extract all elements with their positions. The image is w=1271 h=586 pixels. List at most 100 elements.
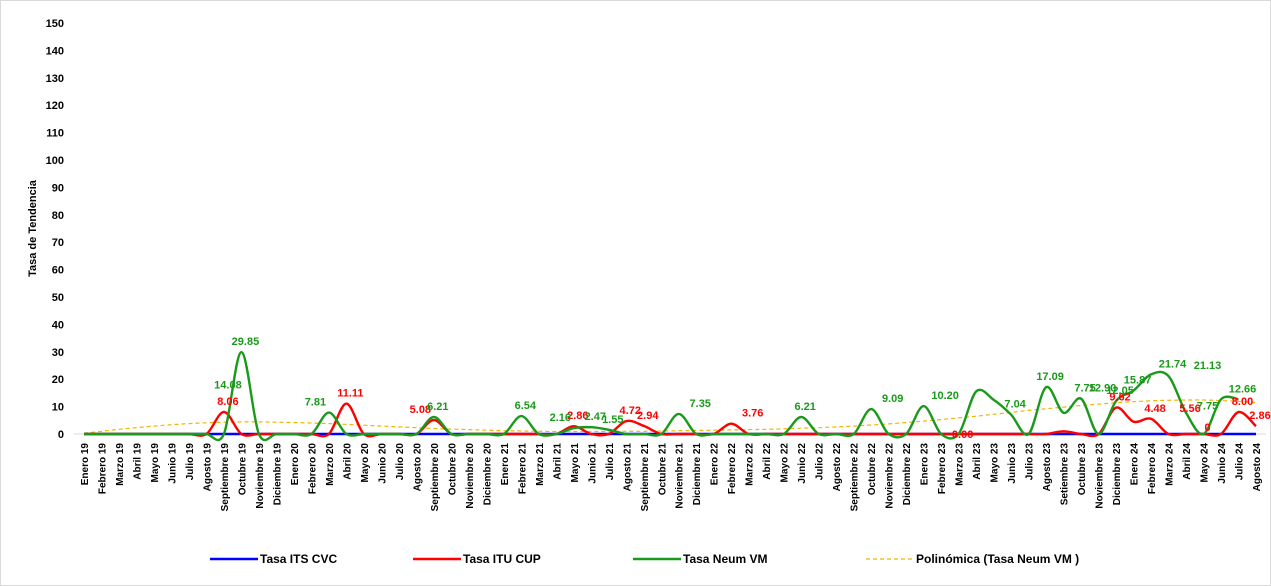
data-label: 9.09 — [882, 393, 903, 405]
data-label: 12.66 — [1229, 383, 1257, 395]
x-tick-label: Febrero 21 — [517, 443, 528, 495]
x-tick-label: Septiembre 19 — [220, 443, 231, 512]
data-label: 21.74 — [1159, 358, 1187, 370]
data-label: 11.11 — [337, 388, 363, 400]
x-tick-label: Febrero 24 — [1147, 443, 1158, 495]
y-axis-ticks: 0 10 20 30 40 50 60 70 80 90 100 110 120 130 140 150 — [46, 18, 64, 441]
x-tick-label: Agosto 21 — [622, 443, 633, 492]
x-tick-label: Noviembre 21 — [675, 443, 686, 509]
x-tick-label: Abril 22 — [762, 443, 773, 480]
x-tick-label: Mayo 23 — [990, 443, 1001, 483]
x-tick-label: Marzo 23 — [955, 443, 966, 486]
x-tick-label: Marzo 21 — [535, 443, 546, 486]
x-tick-label: Julio 19 — [185, 443, 196, 481]
legend: Tasa ITS CVC Tasa ITU CUP Tasa Neum VM Poli… — [210, 552, 1079, 566]
x-tick-label: Octubre 19 — [237, 443, 248, 496]
x-tick-label: Marzo 24 — [1165, 443, 1176, 486]
x-tick-label: Marzo 20 — [325, 443, 336, 486]
x-tick-label: Julio 23 — [1025, 443, 1036, 481]
x-tick-label: Mayo 24 — [1200, 443, 1211, 483]
data-label: 12.05 — [1106, 385, 1134, 397]
x-tick-label: Octubre 23 — [1077, 443, 1088, 496]
x-tick-label: Diciembre 19 — [272, 443, 283, 506]
y-axis-label: Tasa de Tendencia — [27, 179, 39, 277]
y-tick-label: 10 — [52, 402, 64, 414]
x-tick-label: Abril 21 — [552, 443, 563, 480]
x-tick-label: Agosto 23 — [1042, 443, 1053, 492]
data-label: 14.08 — [214, 379, 242, 391]
data-label: 4.48 — [1144, 403, 1165, 415]
data-label: 10.20 — [931, 390, 959, 402]
legend-label-1: Tasa ITU CUP — [463, 552, 541, 566]
data-label: 7.81 — [305, 397, 326, 409]
x-tick-label: Mayo 22 — [780, 443, 791, 483]
data-label: 0.00 — [952, 429, 973, 441]
y-tick-label: 80 — [52, 210, 64, 222]
x-tick-label: Agosto 19 — [202, 443, 213, 492]
x-tick-label: Agosto 20 — [412, 443, 423, 492]
x-tick-label: Septiembre 21 — [640, 443, 651, 512]
x-tick-label: Diciembre 20 — [482, 443, 493, 506]
legend-label-2: Tasa Neum VM — [683, 552, 767, 566]
data-label: 7.35 — [690, 398, 711, 410]
series-lines — [83, 350, 1257, 442]
data-label: 6.21 — [427, 401, 448, 413]
x-tick-label: Enero 24 — [1130, 443, 1141, 486]
y-tick-label: 70 — [52, 237, 64, 249]
y-tick-label: 140 — [46, 45, 64, 57]
x-tick-label: Agosto 24 — [1252, 443, 1263, 492]
x-tick-label: Enero 23 — [920, 443, 931, 486]
data-label: 2.86 — [1249, 410, 1270, 422]
x-tick-label: Julio 21 — [605, 443, 616, 481]
data-label: 5.56 — [1179, 403, 1200, 415]
data-label: 7.04 — [1004, 399, 1026, 411]
x-tick-label: Febrero 20 — [307, 443, 318, 495]
x-tick-label: Enero 19 — [80, 443, 91, 486]
data-label: 15.87 — [1124, 375, 1152, 387]
x-tick-label: Enero 22 — [710, 443, 721, 486]
x-tick-label: Diciembre 22 — [902, 443, 913, 506]
x-tick-label: Noviembre 22 — [885, 443, 896, 509]
y-tick-label: 20 — [52, 374, 64, 386]
x-tick-label: Julio 24 — [1235, 443, 1246, 481]
data-label: 6.21 — [794, 401, 815, 413]
data-label: 2.94 — [637, 410, 659, 422]
data-label: 8.06 — [217, 396, 238, 408]
data-label: 3.76 — [742, 408, 763, 420]
x-tick-label: Enero 21 — [500, 443, 511, 486]
x-tick-label: Setiembre 23 — [1060, 443, 1071, 506]
data-label: 9.62 — [1109, 392, 1130, 404]
series-line-2 — [84, 350, 1239, 442]
x-tick-label: Noviembre 19 — [255, 443, 266, 509]
data-label: 6.54 — [515, 400, 537, 412]
x-tick-label: Abril 19 — [132, 443, 143, 480]
x-tick-label: Junio 22 — [797, 443, 808, 484]
y-tick-label: 0 — [58, 429, 64, 441]
y-tick-label: 110 — [46, 128, 64, 140]
x-tick-label: Febrero 23 — [937, 443, 948, 495]
x-tick-label: Enero 20 — [290, 443, 301, 486]
legend-label-3: Polinómica (Tasa Neum VM ) — [916, 552, 1079, 566]
x-tick-label: Abril 20 — [342, 443, 353, 480]
y-tick-label: 120 — [46, 100, 64, 112]
x-tick-label: Mayo 19 — [150, 443, 161, 483]
y-tick-label: 40 — [52, 319, 64, 331]
x-tick-label: Febrero 19 — [97, 443, 108, 495]
x-tick-label: Mayo 20 — [360, 443, 371, 483]
data-labels: 8.06 11.11 5.08 2.86 4.722.94 3.76 0.00 9.62 4.4… — [214, 336, 1271, 441]
x-tick-label: Marzo 19 — [115, 443, 126, 486]
x-tick-label: Diciembre 21 — [692, 443, 703, 506]
y-tick-label: 100 — [46, 155, 64, 167]
data-label: 2.86 — [567, 410, 588, 422]
x-tick-label: Abril 24 — [1182, 443, 1193, 480]
data-label: 4.72 — [620, 405, 641, 417]
data-label: 8.00 — [1232, 396, 1253, 408]
x-tick-label: Junio 19 — [167, 443, 178, 484]
data-label: 2.47 — [585, 411, 606, 423]
x-tick-label: Marzo 22 — [745, 443, 756, 486]
data-label: 12.90 — [1089, 383, 1117, 395]
x-tick-label: Agosto 22 — [832, 443, 843, 492]
